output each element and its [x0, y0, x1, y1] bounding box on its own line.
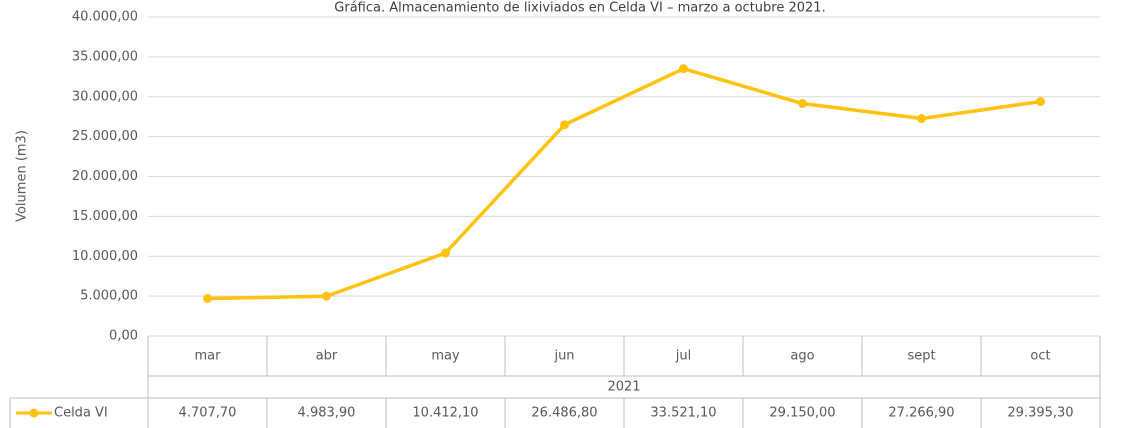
- y-tick-label: 35.000,00: [72, 49, 138, 64]
- y-tick-label: 20.000,00: [72, 169, 138, 184]
- data-point: [322, 291, 331, 301]
- table-value: 4.983,90: [298, 406, 356, 421]
- x-tick-label: abr: [316, 349, 338, 364]
- x-tick-label: oct: [1030, 349, 1050, 364]
- data-point: [560, 120, 569, 130]
- x-tick-label: sept: [907, 349, 935, 364]
- table-value: 26.486,80: [531, 406, 597, 421]
- legend-label: Celda VI: [54, 406, 108, 421]
- table-value: 29.150,00: [769, 406, 835, 421]
- x-tick-label: jun: [553, 349, 574, 364]
- table-value: 10.412,10: [412, 406, 478, 421]
- legend-marker: [29, 408, 39, 418]
- series-line: [207, 66, 1041, 301]
- data-point: [203, 293, 212, 303]
- data-point: [1036, 97, 1045, 107]
- data-point: [441, 248, 450, 258]
- y-tick-label: 40.000,00: [72, 10, 138, 25]
- y-tick-label: 15.000,00: [72, 209, 138, 224]
- table-value: 4.707,70: [179, 406, 237, 421]
- table-value: 27.266,90: [888, 406, 954, 421]
- table-value: 33.521,10: [650, 406, 716, 421]
- y-tick-label: 25.000,00: [72, 129, 138, 144]
- y-tick-label: 0,00: [109, 329, 138, 344]
- y-tick-label: 10.000,00: [72, 249, 138, 264]
- y-axis-label: Volumen (m3): [15, 130, 30, 222]
- x-tick-label: mar: [195, 349, 222, 364]
- x-tick-label: may: [431, 349, 460, 364]
- data-point: [679, 64, 688, 74]
- table-value: 29.395,30: [1007, 406, 1073, 421]
- x-tick-label: ago: [790, 349, 814, 364]
- group-label: 2021: [607, 380, 640, 395]
- data-point: [798, 99, 807, 109]
- data-point: [917, 114, 926, 124]
- y-tick-label: 30.000,00: [72, 89, 138, 104]
- x-tick-label: jul: [675, 349, 691, 364]
- chart-title: Gráfica. Almacenamiento de lixiviados en…: [334, 1, 825, 16]
- y-tick-label: 5.000,00: [80, 289, 138, 304]
